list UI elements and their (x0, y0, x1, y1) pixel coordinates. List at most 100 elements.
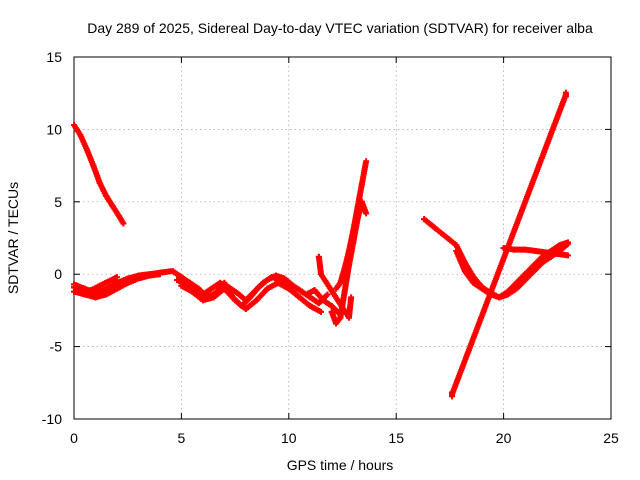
data-point (275, 279, 282, 286)
data-point (479, 285, 486, 292)
data-point (315, 300, 322, 307)
x-tick-label: 20 (496, 430, 512, 446)
series-rise-c (315, 253, 355, 321)
data-point (337, 314, 344, 321)
data-point (232, 297, 239, 304)
data-point (90, 162, 97, 169)
data-point (178, 282, 185, 289)
outlier-point (562, 93, 569, 100)
data-point (116, 213, 123, 220)
data-point (328, 308, 335, 315)
data-point (311, 287, 318, 294)
data-point (532, 248, 539, 255)
data-point (124, 279, 131, 286)
data-point (208, 285, 215, 292)
data-point (307, 303, 314, 310)
data-points (71, 89, 572, 400)
data-point (253, 297, 260, 304)
data-point (307, 294, 314, 301)
chart-title: Day 289 of 2025, Sidereal Day-to-day VTE… (87, 20, 593, 36)
data-point (79, 288, 86, 295)
y-axis-label: SDTVAR / TECUs (5, 182, 21, 294)
data-point (328, 303, 335, 310)
series-decay (71, 122, 127, 227)
y-tick-label: 10 (46, 121, 62, 137)
data-point (341, 288, 348, 295)
data-point (174, 276, 181, 283)
data-point (345, 314, 352, 321)
data-point (113, 274, 120, 281)
x-tick-label: 25 (603, 430, 619, 446)
data-point (442, 233, 449, 240)
data-point (92, 294, 99, 301)
series-rise-b (333, 158, 370, 292)
grid (74, 57, 611, 419)
outlier-points (449, 89, 569, 400)
data-point (421, 216, 428, 223)
plot-border (73, 56, 612, 420)
x-tick-label: 5 (178, 430, 186, 446)
data-point (333, 320, 340, 327)
data-point (296, 294, 303, 301)
data-point (88, 287, 95, 294)
data-point (522, 271, 529, 278)
data-point (333, 285, 340, 292)
y-tick-label: 0 (54, 266, 62, 282)
data-point (113, 285, 120, 292)
data-point (264, 285, 271, 292)
data-point (337, 279, 344, 286)
data-point (363, 158, 370, 165)
data-point (109, 203, 116, 210)
data-point (543, 249, 550, 256)
data-point (221, 285, 228, 292)
data-point (199, 297, 206, 304)
data-point (96, 179, 103, 186)
data-point (103, 291, 110, 298)
data-point (210, 294, 217, 301)
data-point (103, 193, 110, 200)
outlier-point (449, 393, 456, 400)
data-point (105, 278, 112, 285)
data-point (341, 265, 348, 272)
data-point (234, 290, 241, 297)
data-point (281, 275, 288, 282)
data-point (513, 279, 520, 286)
data-point (522, 246, 529, 253)
data-point (135, 275, 142, 282)
data-point (189, 288, 196, 295)
data-point (298, 288, 305, 295)
data-point (556, 242, 563, 249)
x-tick-label: 15 (388, 430, 404, 446)
data-point (285, 285, 292, 292)
data-point (354, 204, 361, 211)
data-point (96, 282, 103, 289)
data-point (103, 285, 110, 292)
data-point (83, 146, 90, 153)
data-point (290, 282, 297, 289)
data-point (324, 291, 331, 298)
data-point (169, 268, 176, 275)
data-point (318, 271, 325, 278)
data-point (363, 210, 370, 217)
data-point (431, 224, 438, 231)
data-point (242, 305, 249, 312)
data-point (221, 279, 228, 286)
data-point (255, 284, 262, 291)
series-band-c (71, 274, 120, 295)
y-tick-label: -5 (50, 339, 63, 355)
data-point (71, 284, 77, 291)
data-point (113, 279, 120, 286)
data-point (470, 279, 477, 286)
x-tick-label: 10 (281, 430, 297, 446)
data-point (565, 252, 572, 259)
data-point (554, 250, 561, 257)
data-point (247, 294, 254, 301)
data-point (348, 294, 355, 301)
data-point (453, 248, 460, 255)
data-point (511, 246, 518, 253)
series-late-b (453, 239, 572, 301)
series-late-c (500, 245, 572, 259)
data-point (186, 279, 193, 286)
